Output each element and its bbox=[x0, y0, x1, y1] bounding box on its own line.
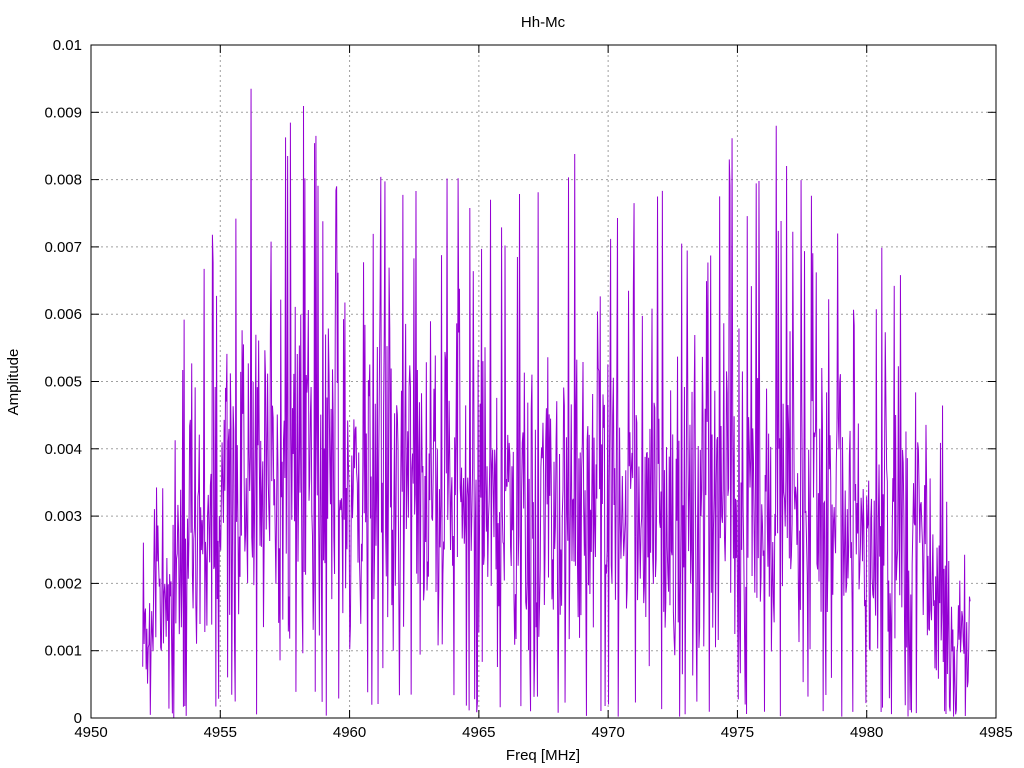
x-tick-label: 4970 bbox=[591, 724, 624, 741]
axis-ticks: 4950 4955 4960 4965 4970 4975 4980 4985 0 0.001 0.… bbox=[44, 37, 1012, 741]
x-tick-label: 4985 bbox=[979, 724, 1012, 741]
x-tick-label: 4975 bbox=[721, 724, 754, 741]
y-tick-label: 0.001 bbox=[44, 643, 82, 660]
series-layer bbox=[142, 88, 971, 719]
y-axis-label: Amplitude bbox=[5, 349, 22, 416]
y-tick-label: 0.01 bbox=[53, 37, 82, 54]
chart-title: Hh-Mc bbox=[521, 14, 566, 31]
y-tick-label: 0 bbox=[74, 710, 82, 727]
x-tick-label: 4955 bbox=[204, 724, 237, 741]
y-tick-label: 0.008 bbox=[44, 172, 82, 189]
x-axis-label: Freq [MHz] bbox=[506, 747, 580, 764]
y-tick-label: 0.009 bbox=[44, 104, 82, 121]
y-tick-label: 0.002 bbox=[44, 575, 82, 592]
x-tick-label: 4960 bbox=[333, 724, 366, 741]
y-tick-label: 0.003 bbox=[44, 508, 82, 525]
y-tick-label: 0.004 bbox=[44, 441, 82, 458]
x-tick-label: 4965 bbox=[462, 724, 495, 741]
y-tick-label: 0.007 bbox=[44, 239, 82, 256]
y-tick-label: 0.005 bbox=[44, 374, 82, 391]
series-line bbox=[142, 88, 971, 719]
x-tick-label: 4950 bbox=[74, 724, 107, 741]
y-tick-label: 0.006 bbox=[44, 306, 82, 323]
x-tick-label: 4980 bbox=[850, 724, 883, 741]
